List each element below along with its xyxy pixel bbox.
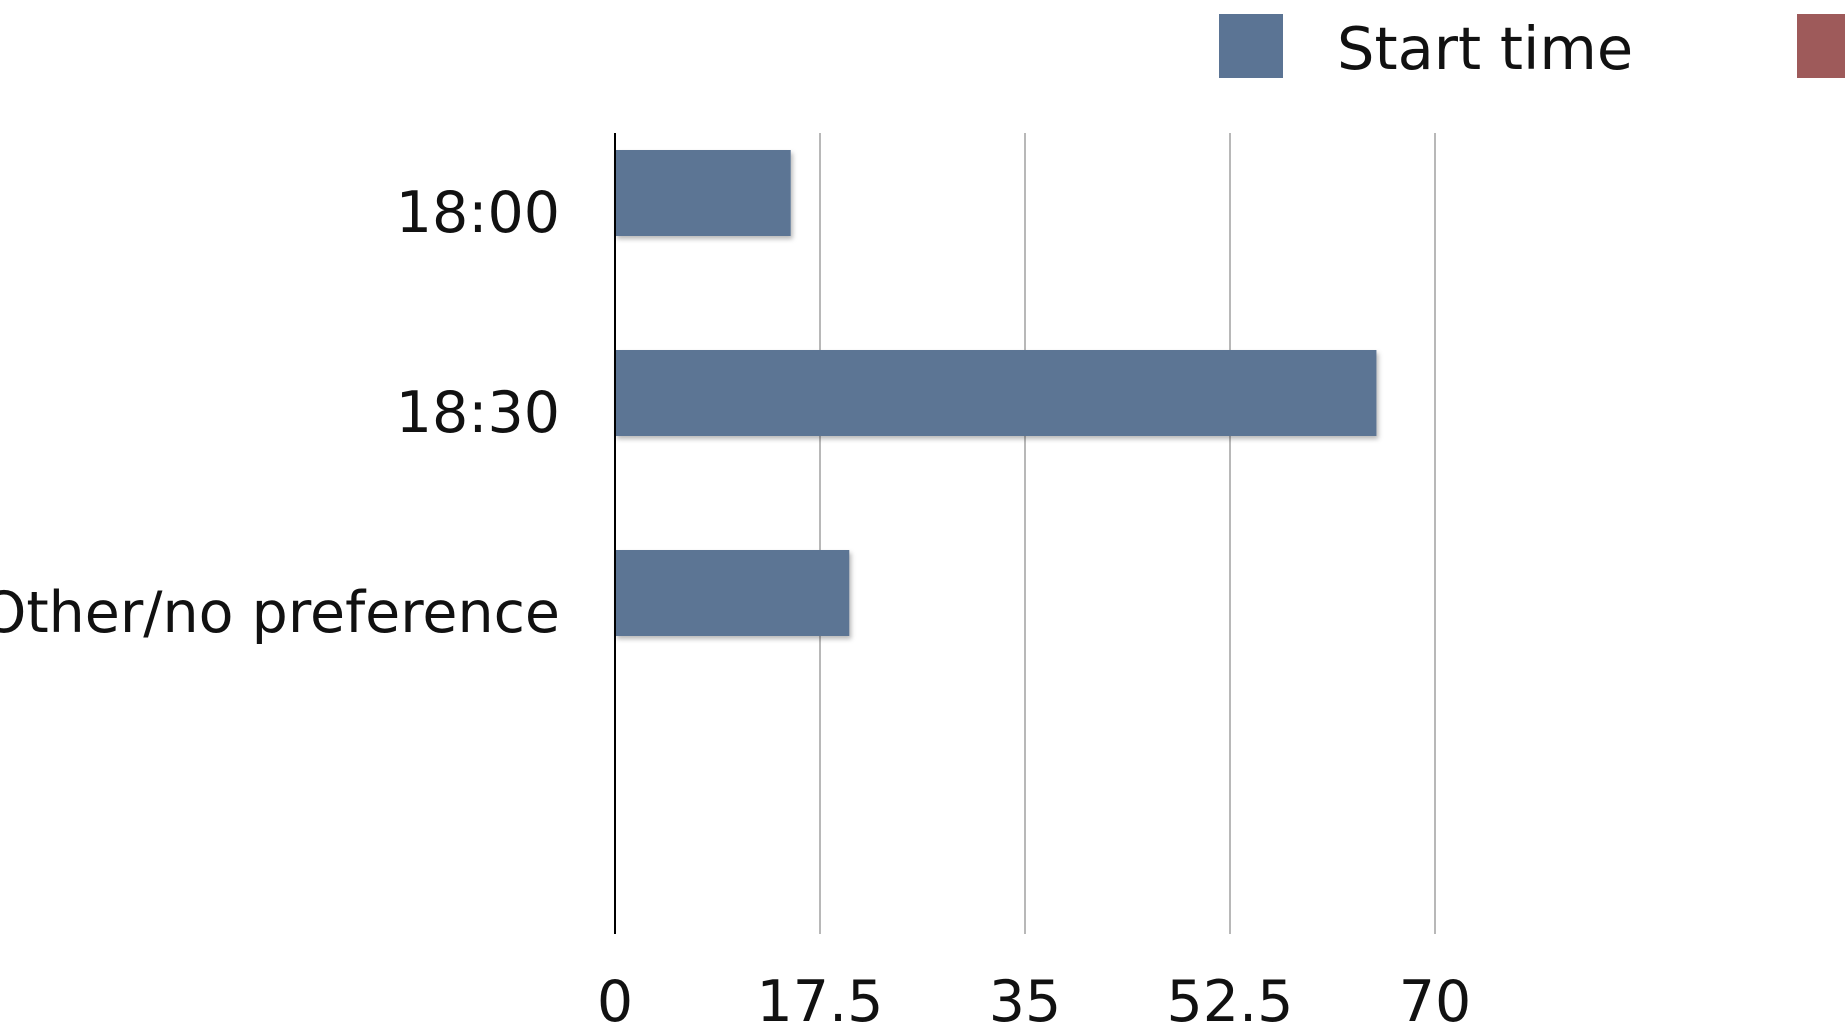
category-label: 18:00 xyxy=(396,180,560,246)
x-tick-label: 0 xyxy=(597,969,633,1029)
legend-label-start-time: Start time xyxy=(1337,14,1633,83)
bar-other-no-preference xyxy=(615,550,850,636)
x-tick-labels: 0 17.5 35 52.5 70 xyxy=(597,969,1471,1029)
category-label: 18:30 xyxy=(396,380,560,446)
bar-18-30 xyxy=(615,350,1377,436)
bars xyxy=(615,150,1377,636)
legend-swatch-second-series xyxy=(1797,14,1845,78)
x-tick-label: 17.5 xyxy=(757,969,884,1029)
category-labels: 18:00 18:30 Other/no preference xyxy=(0,180,560,646)
x-tick-label: 52.5 xyxy=(1167,969,1294,1029)
legend-swatch-start-time xyxy=(1219,14,1283,78)
gridlines xyxy=(819,133,1436,934)
legend: Start time xyxy=(1219,14,1845,83)
x-tick-label: 70 xyxy=(1399,969,1472,1029)
category-label: Other/no preference xyxy=(0,580,560,646)
bar-18-00 xyxy=(615,150,791,236)
x-tick-label: 35 xyxy=(989,969,1062,1029)
